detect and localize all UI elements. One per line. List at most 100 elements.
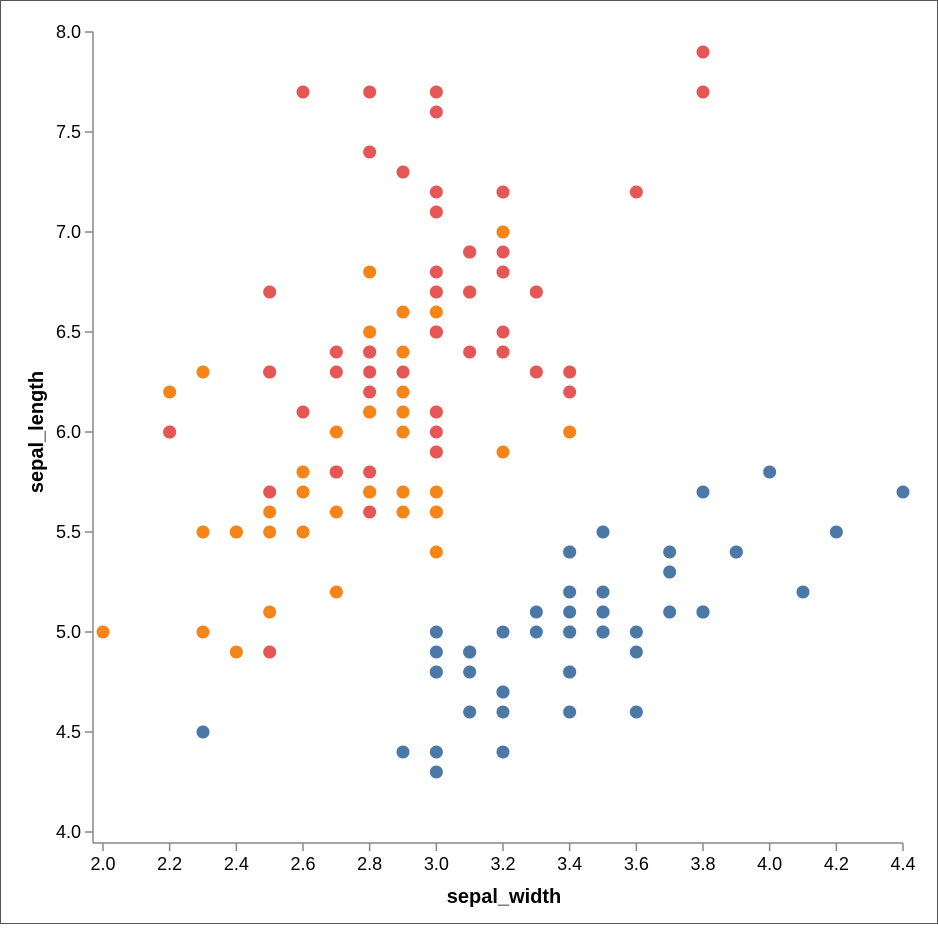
data-point-series-0	[429, 625, 443, 639]
data-point-series-1	[229, 525, 243, 539]
data-point-series-2	[463, 285, 477, 299]
x-tick-label: 3.6	[624, 854, 649, 874]
data-point-series-2	[463, 245, 477, 259]
y-axis: 4.0 4.5 5.0 5.5 6.0 6.5 7.0 7.5 8.0 sepal_length	[26, 22, 94, 843]
data-point-series-0	[596, 585, 610, 599]
data-point-series-0	[563, 705, 577, 719]
data-point-series-0	[463, 645, 477, 659]
data-point-series-1	[429, 505, 443, 519]
data-point-series-1	[429, 305, 443, 319]
data-point-series-2	[429, 185, 443, 199]
data-point-series-1	[496, 445, 510, 459]
data-point-series-0	[496, 745, 510, 759]
x-tick-label: 2.2	[157, 854, 182, 874]
data-point-series-0	[563, 665, 577, 679]
data-point-series-0	[663, 605, 677, 619]
x-tick-label: 2.6	[290, 854, 315, 874]
data-point-series-2	[496, 185, 510, 199]
data-point-series-0	[429, 645, 443, 659]
data-point-series-1	[263, 525, 277, 539]
data-point-series-2	[429, 105, 443, 119]
data-point-series-1	[396, 425, 410, 439]
y-axis-ticks: 4.0 4.5 5.0 5.5 6.0 6.5 7.0 7.5 8.0	[56, 22, 93, 842]
x-axis-title: sepal_width	[447, 886, 561, 908]
data-point-series-2	[496, 245, 510, 259]
data-point-series-2	[429, 445, 443, 459]
data-point-series-1	[329, 585, 343, 599]
data-point-series-0	[796, 585, 810, 599]
x-tick-label: 3.2	[490, 854, 515, 874]
data-point-series-0	[629, 625, 643, 639]
data-point-series-2	[363, 385, 377, 399]
data-point-series-1	[563, 425, 577, 439]
data-point-series-1	[363, 405, 377, 419]
data-point-series-2	[363, 465, 377, 479]
data-point-series-2	[263, 645, 277, 659]
data-point-series-1	[396, 405, 410, 419]
data-point-series-1	[396, 485, 410, 499]
x-tick-label: 4.4	[890, 854, 915, 874]
data-point-series-2	[296, 85, 310, 99]
data-point-series-2	[163, 425, 177, 439]
data-point-series-2	[429, 205, 443, 219]
data-point-series-2	[263, 485, 277, 499]
y-tick-label: 6.0	[56, 422, 81, 442]
data-point-series-0	[663, 545, 677, 559]
x-axis: 2.0 2.2 2.4 2.6 2.8 3.0 3.2 3.4 3.6 3.8 4.0 4.2 4.4 …	[90, 842, 916, 908]
data-point-series-0	[429, 765, 443, 779]
y-tick-label: 5.5	[56, 522, 81, 542]
data-point-series-1	[96, 625, 110, 639]
data-point-series-2	[429, 285, 443, 299]
data-point-series-1	[396, 305, 410, 319]
y-tick-label: 4.0	[56, 822, 81, 842]
data-point-series-0	[696, 605, 710, 619]
data-point-series-2	[329, 365, 343, 379]
x-tick-label: 2.4	[224, 854, 249, 874]
data-point-series-1	[396, 345, 410, 359]
data-point-series-1	[396, 505, 410, 519]
data-point-series-0	[396, 745, 410, 759]
data-point-series-2	[496, 265, 510, 279]
data-point-series-1	[363, 325, 377, 339]
data-point-series-0	[496, 625, 510, 639]
data-point-series-2	[429, 265, 443, 279]
data-point-series-2	[296, 405, 310, 419]
data-point-series-0	[496, 685, 510, 699]
data-point-series-0	[529, 625, 543, 639]
data-point-series-2	[629, 185, 643, 199]
data-point-series-0	[729, 545, 743, 559]
data-point-series-2	[263, 365, 277, 379]
data-point-series-2	[329, 345, 343, 359]
y-tick-label: 8.0	[56, 22, 81, 42]
data-point-series-1	[496, 225, 510, 239]
data-point-series-1	[296, 525, 310, 539]
y-tick-label: 4.5	[56, 722, 81, 742]
data-point-series-2	[496, 325, 510, 339]
data-point-series-0	[896, 485, 910, 499]
data-point-series-1	[363, 265, 377, 279]
x-tick-label: 4.2	[824, 854, 849, 874]
data-point-series-2	[496, 345, 510, 359]
data-point-series-0	[596, 625, 610, 639]
data-point-series-1	[229, 645, 243, 659]
data-point-series-1	[196, 625, 210, 639]
data-point-series-2	[363, 145, 377, 159]
data-point-series-2	[563, 385, 577, 399]
data-point-series-0	[463, 665, 477, 679]
data-point-series-2	[363, 345, 377, 359]
data-point-series-2	[263, 285, 277, 299]
data-point-series-2	[429, 405, 443, 419]
data-point-series-2	[363, 505, 377, 519]
data-point-series-1	[429, 545, 443, 559]
x-tick-label: 3.0	[424, 854, 449, 874]
data-point-series-0	[496, 705, 510, 719]
data-point-series-0	[663, 565, 677, 579]
x-tick-label: 3.8	[690, 854, 715, 874]
data-point-series-0	[629, 645, 643, 659]
data-point-series-2	[696, 85, 710, 99]
data-point-series-0	[596, 605, 610, 619]
data-point-series-2	[396, 365, 410, 379]
data-point-series-0	[196, 725, 210, 739]
